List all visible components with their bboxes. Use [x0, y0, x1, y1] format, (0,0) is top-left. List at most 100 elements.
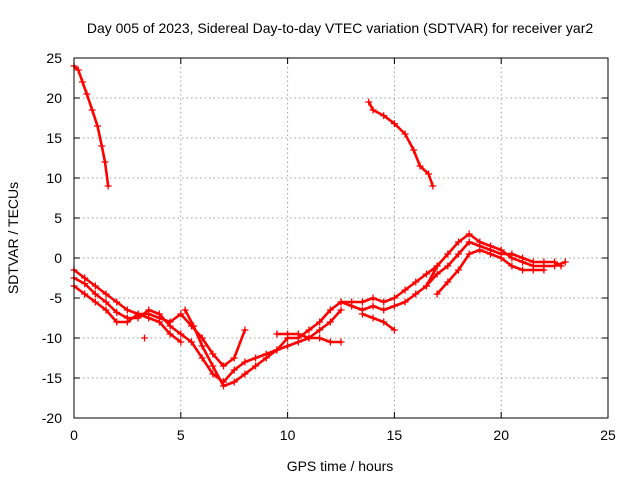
- data-point: [390, 302, 398, 310]
- data-point: [337, 306, 345, 314]
- data-point: [177, 338, 185, 346]
- data-point: [81, 280, 89, 288]
- data-point: [230, 354, 238, 362]
- data-point: [198, 342, 206, 350]
- data-point: [401, 286, 409, 294]
- data-point: [380, 318, 388, 326]
- data-point: [93, 122, 101, 130]
- data-point: [74, 66, 82, 74]
- data-point: [390, 120, 398, 128]
- data-point: [262, 354, 270, 362]
- data-point: [497, 254, 505, 262]
- data-point: [83, 90, 91, 98]
- data-point: [519, 266, 527, 274]
- data-point: [134, 310, 142, 318]
- data-point: [416, 162, 424, 170]
- data-point: [91, 290, 99, 298]
- data-point: [284, 342, 292, 350]
- data-point: [241, 370, 249, 378]
- data-point: [454, 266, 462, 274]
- data-point: [508, 262, 516, 270]
- series-arc-1: [70, 62, 112, 190]
- data-point: [410, 146, 418, 154]
- data-point: [433, 270, 441, 278]
- data-point: [241, 358, 249, 366]
- data-point: [369, 106, 377, 114]
- data-point: [91, 298, 99, 306]
- series-arc-7: [273, 330, 345, 346]
- data-point: [401, 130, 409, 138]
- data-point: [113, 318, 121, 326]
- data-point: [454, 238, 462, 246]
- data-point: [273, 346, 281, 354]
- data-point: [358, 298, 366, 306]
- data-point: [209, 370, 217, 378]
- data-point: [358, 310, 366, 318]
- data-point: [412, 290, 420, 298]
- series-line: [72, 64, 110, 188]
- data-point: [326, 338, 334, 346]
- x-tick-label: 15: [387, 427, 403, 443]
- data-point: [230, 378, 238, 386]
- data-point: [316, 326, 324, 334]
- data-point: [209, 350, 217, 358]
- data-point: [123, 318, 131, 326]
- data-point: [422, 270, 430, 278]
- data-point: [273, 330, 281, 338]
- data-point: [145, 314, 153, 322]
- y-tick-label: 25: [46, 50, 62, 66]
- data-point: [220, 362, 228, 370]
- data-point: [181, 306, 189, 314]
- data-point: [365, 98, 373, 106]
- x-tick-label: 10: [280, 427, 296, 443]
- data-point: [412, 278, 420, 286]
- series-arc-11: [433, 246, 548, 298]
- x-tick-label: 20: [493, 427, 509, 443]
- data-point: [390, 294, 398, 302]
- series-arc-3: [70, 266, 249, 370]
- data-point: [444, 250, 452, 258]
- y-axis-label: SDTVAR / TECUs: [5, 182, 21, 294]
- data-point: [241, 326, 249, 334]
- data-point: [476, 238, 484, 246]
- data-point: [425, 170, 433, 178]
- data-point: [369, 294, 377, 302]
- data-point: [104, 182, 112, 190]
- data-point: [429, 182, 437, 190]
- data-point: [465, 238, 473, 246]
- data-point: [98, 142, 106, 150]
- data-point: [348, 302, 356, 310]
- data-point: [369, 302, 377, 310]
- data-point: [81, 290, 89, 298]
- data-point: [487, 242, 495, 250]
- data-point: [177, 310, 185, 318]
- data-point: [444, 278, 452, 286]
- data-point: [390, 326, 398, 334]
- grid: [74, 58, 608, 418]
- series-arc-12: [140, 334, 148, 342]
- data-point: [177, 330, 185, 338]
- y-tick-label: -20: [42, 410, 62, 426]
- data-point: [305, 334, 313, 342]
- data-point: [102, 298, 110, 306]
- data-point: [88, 106, 96, 114]
- data-layer: [70, 62, 569, 390]
- data-point: [487, 250, 495, 258]
- data-point: [113, 308, 121, 316]
- data-point: [91, 282, 99, 290]
- data-point: [145, 306, 153, 314]
- data-point: [561, 258, 569, 266]
- data-point: [305, 326, 313, 334]
- y-tick-label: 20: [46, 90, 62, 106]
- series-arc-9: [358, 310, 398, 334]
- data-point: [155, 318, 163, 326]
- data-point: [551, 262, 559, 270]
- data-point: [166, 322, 174, 330]
- data-point: [337, 298, 345, 306]
- y-tick-label: -5: [50, 290, 63, 306]
- series-arc-2: [365, 98, 437, 190]
- chart-title: Day 005 of 2023, Sidereal Day-to-day VTE…: [87, 20, 593, 36]
- data-point: [230, 366, 238, 374]
